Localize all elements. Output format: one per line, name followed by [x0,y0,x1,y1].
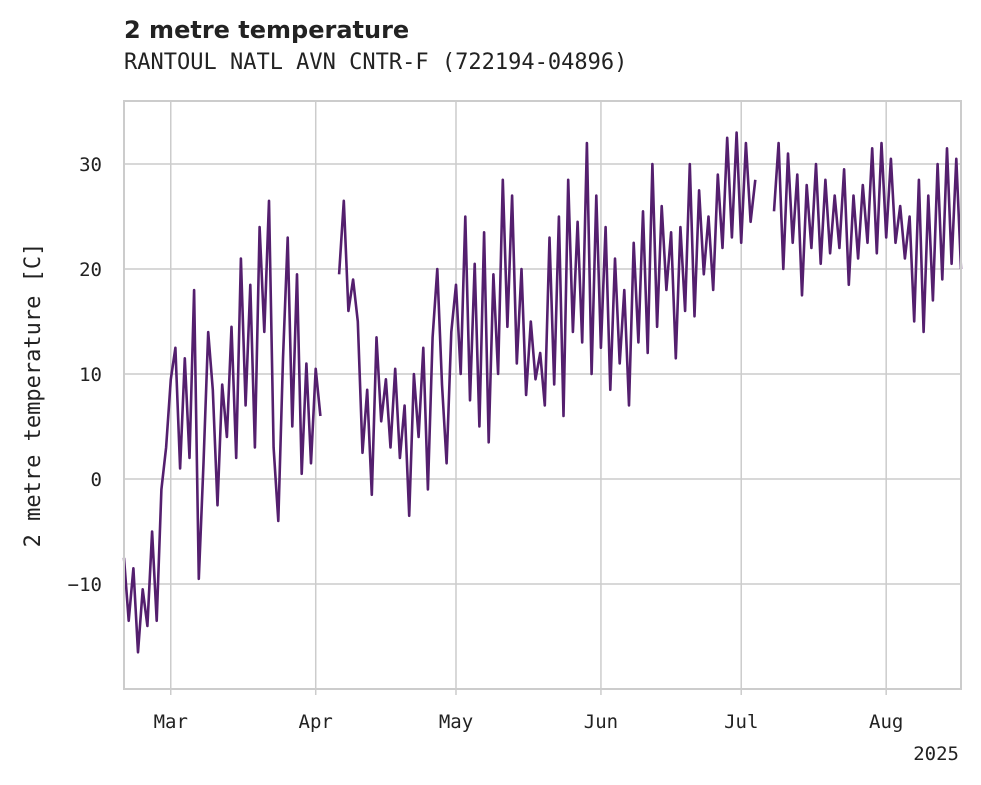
y-tick-label: 0 [91,469,102,491]
chart-title: 2 metre temperature [124,16,410,44]
x-tick-label: Mar [154,711,188,733]
temperature-series-line [772,141,963,334]
y-tick-label: 10 [79,364,102,386]
y-tick-label: −10 [68,574,102,596]
chart-subtitle: RANTOUL NATL AVN CNTR-F (722194-04896) [124,50,628,75]
x-tick-label: Jul [724,711,758,733]
x-tick-label: Jun [584,711,618,733]
y-axis-label: 2 metre temperature [C] [21,243,46,548]
y-tick-label: 30 [79,154,102,176]
y-tick-labels: −10 0 10 20 30 [68,154,102,596]
plot-frame [123,100,962,690]
y-tick-label: 20 [79,259,102,281]
x-tick-label: Apr [299,711,333,733]
temperature-series-line [122,199,322,654]
x-tick-label: May [439,711,473,733]
x-tick-labels: Mar Apr May Jun Jul Aug [154,711,904,733]
x-axis-year-label: 2025 [913,743,959,765]
grid-lines [124,101,961,695]
temperature-series-line [337,131,757,518]
series-group [122,131,963,654]
x-tick-label: Aug [869,711,903,733]
